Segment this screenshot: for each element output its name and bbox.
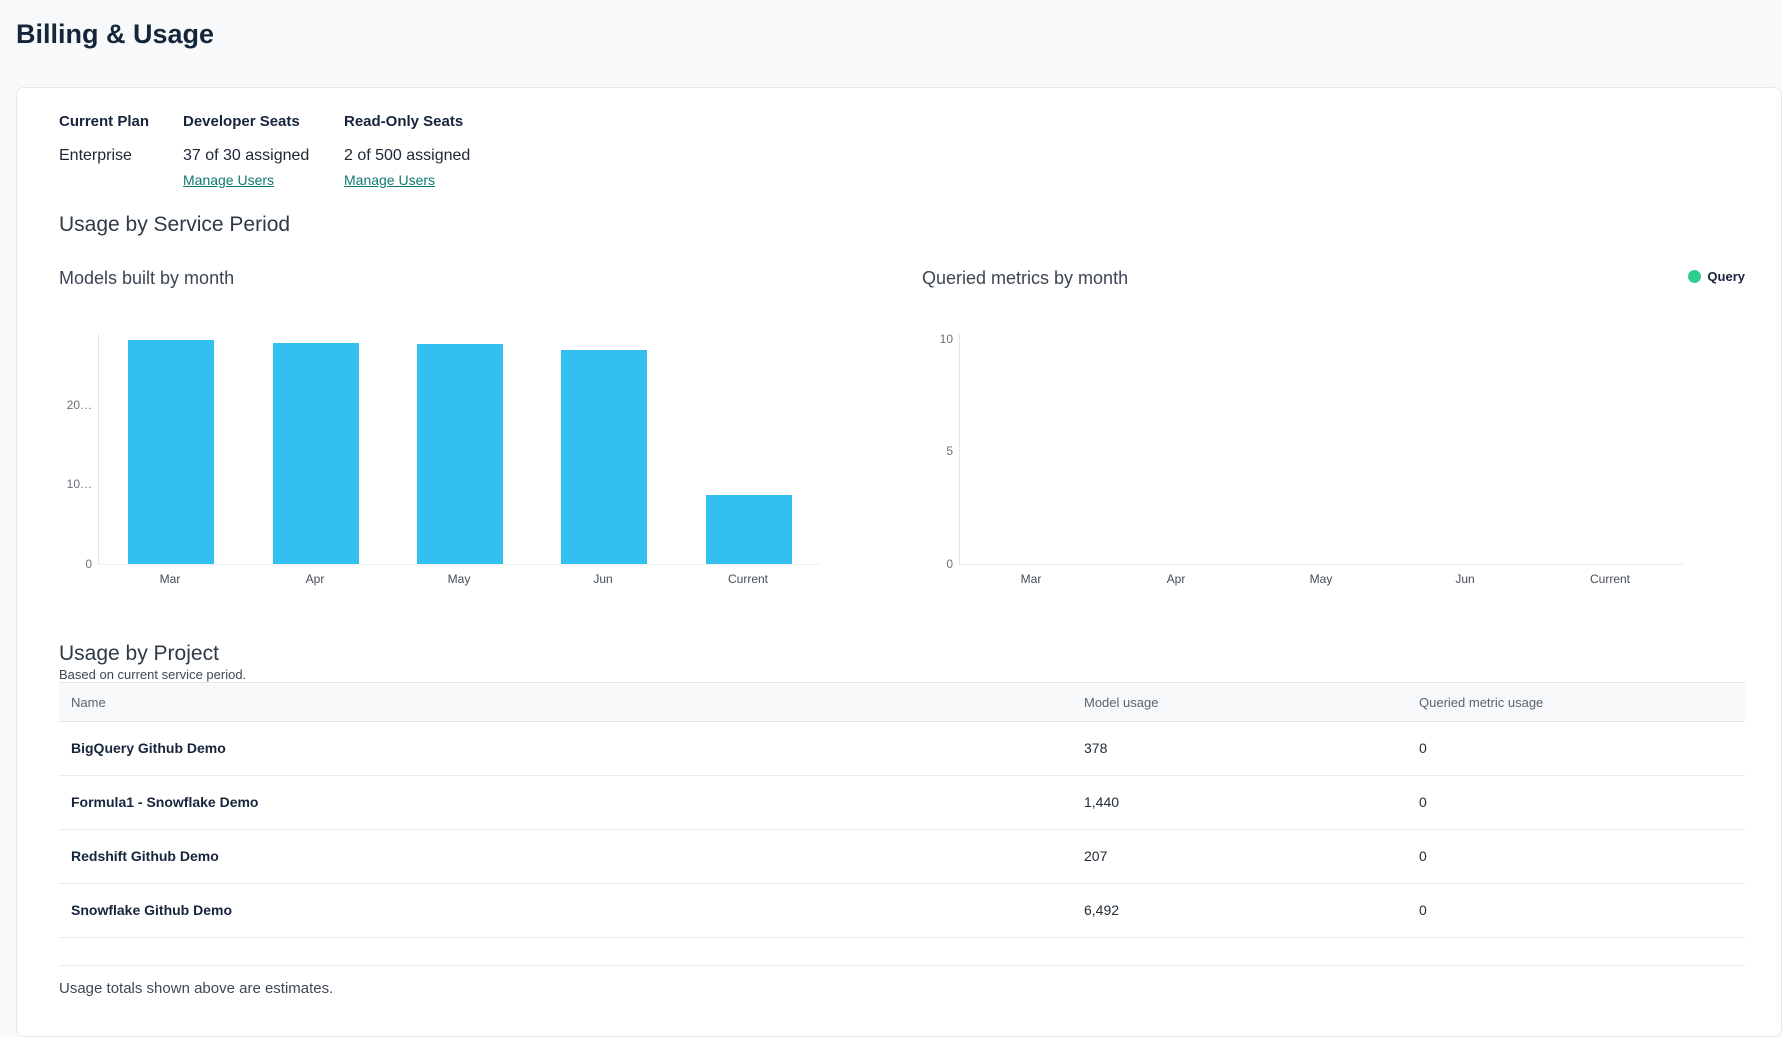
y-axis-tick-label: 10… <box>66 477 92 491</box>
table-row: BigQuery Github Demo 378 0 <box>59 722 1745 776</box>
table-row: Formula1 - Snowflake Demo 1,440 0 <box>59 776 1745 830</box>
chart-legend[interactable]: Query <box>1688 269 1745 284</box>
current-plan-label: Current Plan <box>59 113 150 130</box>
model-usage-cell: 378 <box>1084 740 1108 756</box>
x-axis-label: Jun <box>593 572 613 586</box>
developer-seats-value: 37 of 30 assigned <box>183 147 310 164</box>
legend-dot-icon <box>1688 270 1702 283</box>
x-axis-label: Mar <box>1020 572 1042 586</box>
queried-metric-usage-cell: 0 <box>1419 902 1427 918</box>
page-title: Billing & Usage <box>16 19 215 49</box>
project-name-cell: BigQuery Github Demo <box>71 740 226 756</box>
plan-column-readonly-seats: Read-Only Seats 2 of 500 assigned Manage… <box>344 112 470 188</box>
queried-metrics-chart: Queried metrics by month Query 10 5 0 Ma… <box>922 266 1745 596</box>
model-usage-cell: 207 <box>1084 848 1108 864</box>
queried-metrics-chart-title: Queried metrics by month <box>922 268 1129 288</box>
usage-by-project-subtitle: Based on current service period. <box>59 667 247 682</box>
column-header-queried-metric-usage: Queried metric usage <box>1419 695 1544 710</box>
x-axis-label: May <box>447 572 471 586</box>
current-plan-value: Enterprise <box>59 147 132 164</box>
x-axis-label: Current <box>727 572 769 586</box>
plan-summary: Current Plan Enterprise Developer Seats … <box>59 112 470 188</box>
usage-by-service-period-heading: Usage by Service Period <box>59 213 291 236</box>
usage-by-project-heading: Usage by Project <box>59 642 219 665</box>
readonly-seats-value: 2 of 500 assigned <box>344 147 471 164</box>
queried-metric-usage-cell: 0 <box>1419 848 1427 864</box>
table-row: Redshift Github Demo 207 0 <box>59 830 1745 884</box>
plan-column-current-plan: Current Plan Enterprise <box>59 112 183 188</box>
table-header-row: Name Model usage Queried metric usage <box>59 682 1745 722</box>
models-built-plot-area <box>98 334 821 565</box>
y-axis-tick-label: 10 <box>939 332 953 346</box>
queried-metric-usage-cell: 0 <box>1419 794 1427 810</box>
y-axis-tick-label: 0 <box>85 557 92 571</box>
project-name-cell: Snowflake Github Demo <box>71 902 233 918</box>
bar-apr[interactable] <box>273 343 359 564</box>
x-axis-label: May <box>1309 572 1333 586</box>
y-axis-tick-label: 5 <box>946 444 953 458</box>
models-built-chart: Models built by month 20… 10… 0 Mar Apr Ma… <box>59 266 859 596</box>
manage-users-link-readonly[interactable]: Manage Users <box>344 172 436 188</box>
bar-current[interactable] <box>706 495 792 564</box>
manage-users-link-developer[interactable]: Manage Users <box>183 172 275 188</box>
y-axis-tick-label: 0 <box>946 557 953 571</box>
table-row: Snowflake Github Demo 6,492 0 <box>59 884 1745 938</box>
x-axis-label: Apr <box>305 572 325 586</box>
legend-label: Query <box>1707 269 1745 284</box>
bar-may[interactable] <box>417 344 503 564</box>
table-body: BigQuery Github Demo 378 0 Formula1 - Snowf… <box>59 722 1745 938</box>
model-usage-cell: 1,440 <box>1084 794 1120 810</box>
bar-mar[interactable] <box>128 340 214 564</box>
readonly-seats-label: Read-Only Seats <box>344 113 464 130</box>
models-built-chart-title: Models built by month <box>59 268 235 288</box>
usage-by-project-table: Name Model usage Queried metric usage Bi… <box>59 682 1745 966</box>
y-axis-tick-label: 20… <box>66 398 92 412</box>
usage-estimates-footnote: Usage totals shown above are estimates. <box>59 980 334 997</box>
x-axis-label: Mar <box>159 572 181 586</box>
project-name-cell: Formula1 - Snowflake Demo <box>71 794 259 810</box>
queried-metrics-plot-area <box>959 334 1683 565</box>
plan-column-developer-seats: Developer Seats 37 of 30 assigned Manage… <box>183 112 344 188</box>
x-axis-label: Current <box>1589 572 1631 586</box>
column-header-model-usage: Model usage <box>1084 695 1159 710</box>
queried-metric-usage-cell: 0 <box>1419 740 1427 756</box>
project-name-cell: Redshift Github Demo <box>71 848 219 864</box>
column-header-name: Name <box>71 695 106 710</box>
developer-seats-label: Developer Seats <box>183 113 300 130</box>
billing-card: Current Plan Enterprise Developer Seats … <box>16 87 1782 1037</box>
table-bottom-strip <box>59 938 1745 966</box>
x-axis-label: Jun <box>1455 572 1475 586</box>
model-usage-cell: 6,492 <box>1084 902 1120 918</box>
bar-jun[interactable] <box>561 350 647 564</box>
x-axis-label: Apr <box>1166 572 1186 586</box>
